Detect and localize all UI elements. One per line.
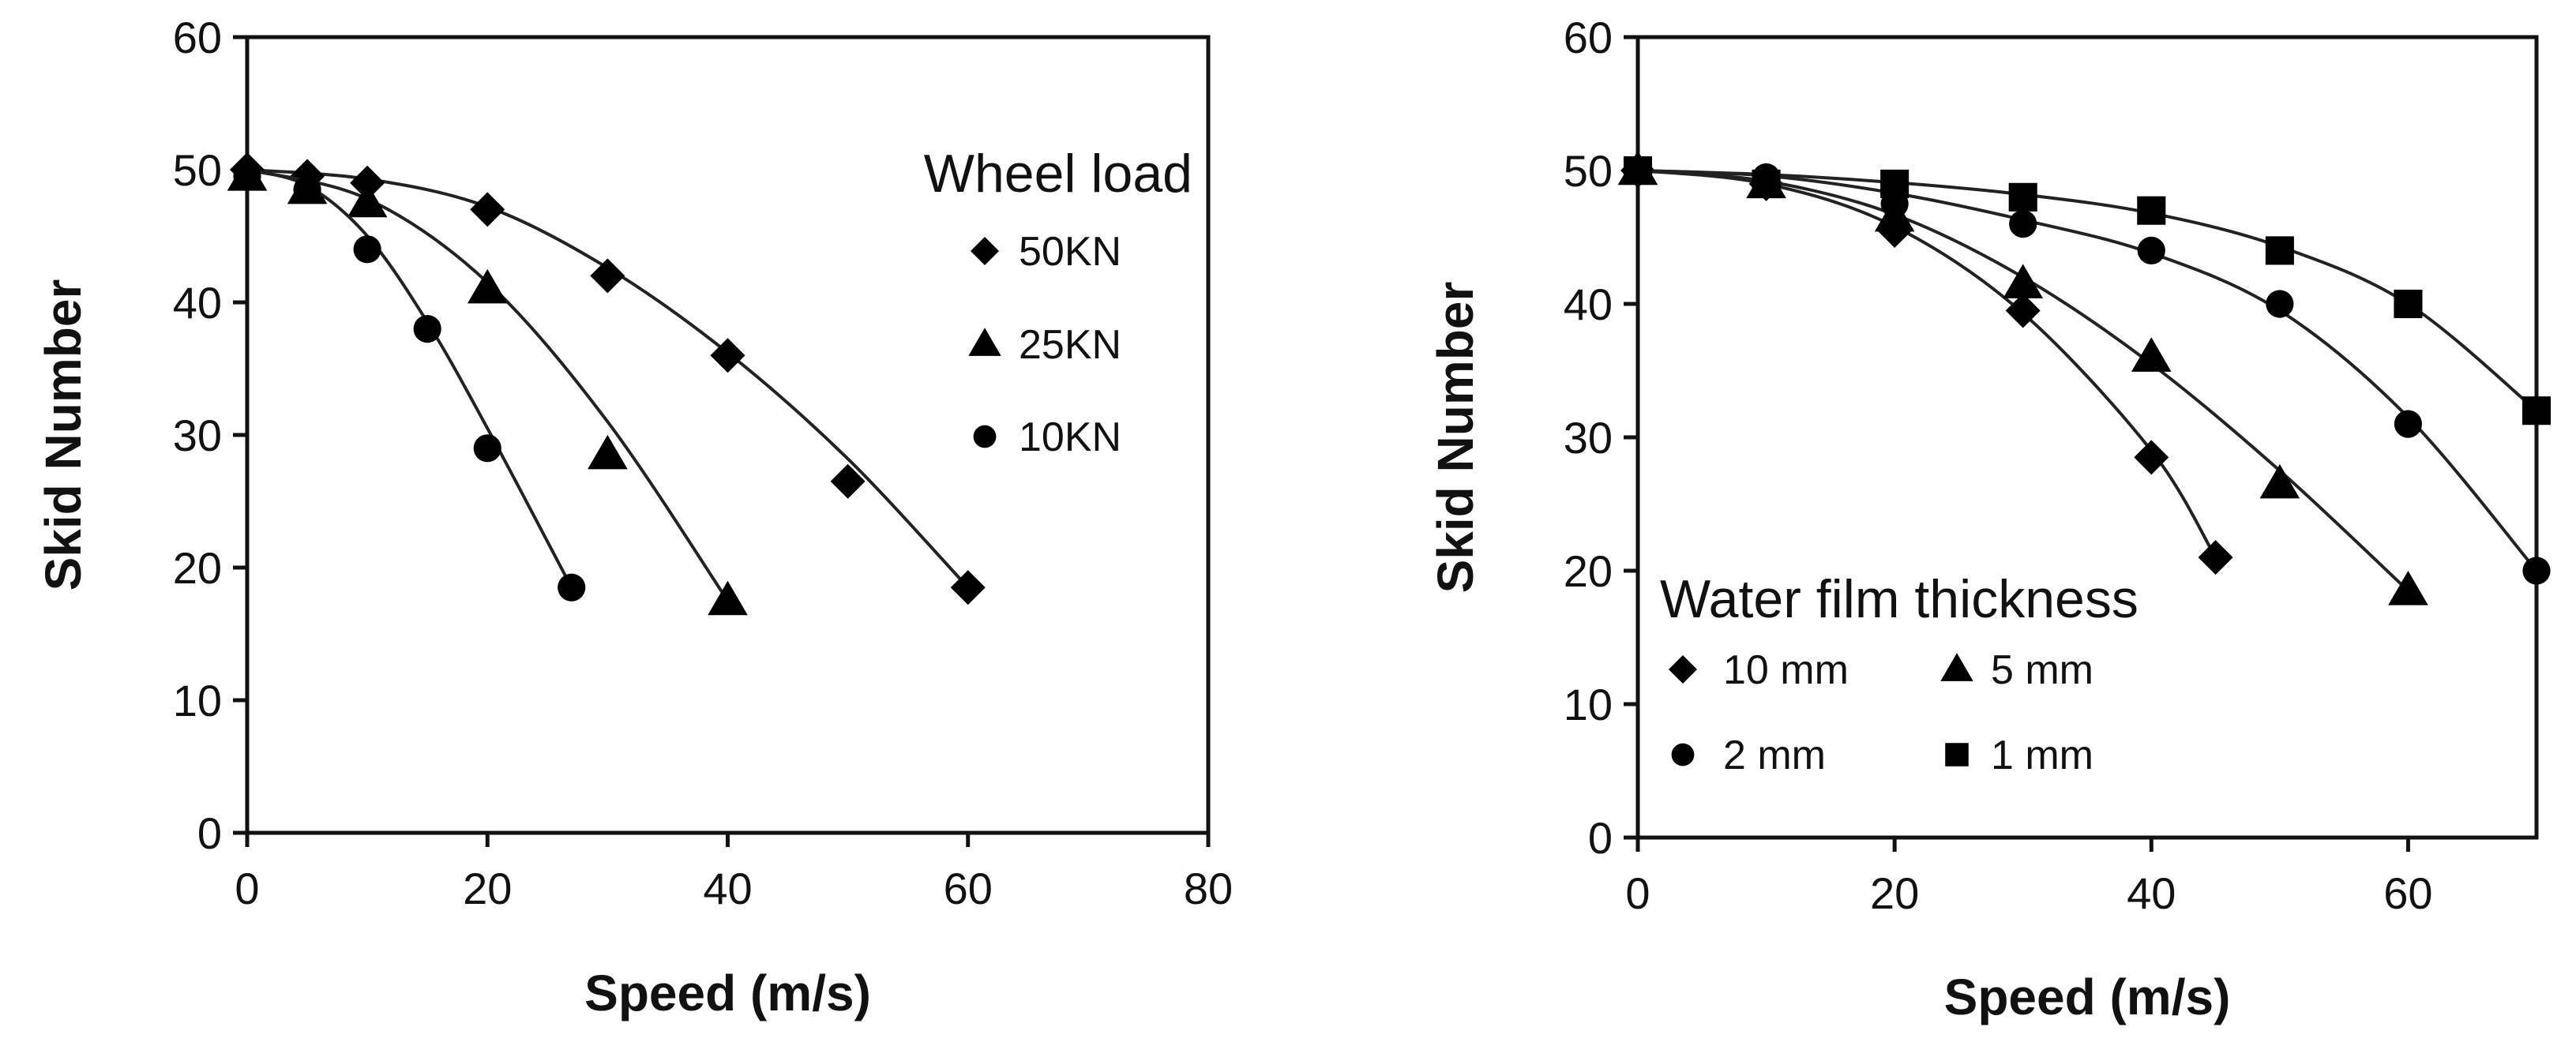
data-point: [590, 258, 625, 294]
chart-panel-1: 0 10 20 30 40 50 60 0 20 40 60 80 Speed (m/s) Skid Nu…: [35, 13, 1233, 1021]
data-point: [2137, 196, 2166, 225]
data-point: [830, 463, 866, 499]
data-point: [293, 175, 321, 204]
legend: Water film thickness 10 mm 5 mm 2 mm 1 mm: [1660, 569, 2139, 778]
trend-line: [246, 168, 970, 589]
plot-frame: [1635, 35, 2539, 840]
data-point: [470, 192, 505, 227]
data-point: [1752, 169, 1781, 198]
y-tick-label: 40: [1564, 279, 1613, 329]
data-point: [2005, 293, 2041, 328]
x-tick-label: 20: [1870, 868, 1919, 918]
y-tick-label: 30: [1564, 413, 1613, 463]
x-tick-label: 40: [2127, 868, 2176, 918]
y-axis-title: Skid Number: [1427, 282, 1484, 594]
data-point: [2522, 557, 2551, 585]
data-point: [233, 162, 261, 190]
data-point: [2131, 337, 2172, 372]
data-point: [347, 182, 388, 218]
data-point: [473, 434, 501, 463]
data-point: [2198, 540, 2233, 575]
legend-marker: [1940, 653, 1973, 681]
x-tick-label: 0: [1625, 868, 1650, 918]
legend-marker: [973, 425, 997, 448]
data-point: [2266, 290, 2294, 318]
trend-line: [246, 168, 573, 589]
data-point: [467, 268, 508, 304]
x-tick-label: 80: [1184, 864, 1233, 913]
y-tick-label: 30: [173, 410, 222, 460]
data-point: [2394, 410, 2423, 438]
y-tick-label: 60: [1564, 13, 1613, 62]
legend-label: 5 mm: [1991, 647, 2093, 693]
y-tick-label: 20: [173, 543, 222, 593]
x-tick-label: 20: [463, 864, 512, 913]
data-point: [2009, 210, 2037, 238]
legend-marker: [971, 237, 999, 265]
data-point: [2003, 264, 2044, 298]
series-1-mm: [1623, 156, 2552, 425]
series-50kn: [230, 152, 986, 605]
data-point: [1623, 156, 1653, 186]
legend-title: Wheel load: [924, 144, 1192, 204]
x-axis-title: Speed (m/s): [584, 965, 871, 1021]
data-point: [950, 570, 986, 605]
data-point: [1880, 169, 1909, 198]
data-point: [588, 434, 628, 470]
data-point: [2388, 571, 2428, 605]
data-point: [413, 315, 441, 343]
y-tick-label: 50: [173, 145, 222, 195]
data-point: [2008, 182, 2037, 212]
trend-line: [246, 168, 730, 602]
data-point: [2394, 289, 2423, 319]
data-point: [558, 573, 586, 602]
x-axis-title: Speed (m/s): [1944, 969, 2231, 1025]
y-tick-label: 60: [173, 13, 222, 62]
legend-marker: [968, 328, 1001, 356]
x-tick-label: 0: [235, 864, 259, 913]
legend-label: 25KN: [1019, 322, 1121, 368]
data-point: [2265, 236, 2294, 265]
y-axis-title: Skid Number: [35, 279, 92, 591]
data-point: [2137, 236, 2165, 264]
legend: Wheel load 50KN 25KN 10KN: [924, 144, 1192, 460]
legend-marker: [1669, 655, 1697, 684]
data-point: [710, 338, 745, 373]
y-tick-label: 40: [173, 278, 222, 328]
data-point: [708, 580, 748, 616]
y-tick-label: 20: [1564, 546, 1613, 596]
x-tick-label: 40: [703, 864, 752, 913]
x-tick-label: 60: [2383, 868, 2432, 918]
series-2-mm: [1624, 156, 2551, 585]
legend-marker: [1671, 743, 1695, 767]
y-tick-label: 0: [197, 808, 222, 858]
trend-line: [1637, 169, 2538, 572]
legend-title: Water film thickness: [1660, 569, 2139, 629]
data-point: [2259, 463, 2300, 499]
y-tick-label: 0: [1588, 813, 1613, 863]
data-point: [353, 235, 381, 264]
x-tick-label: 60: [944, 864, 993, 913]
legend-label: 2 mm: [1723, 733, 1826, 778]
data-point: [2134, 440, 2169, 475]
y-tick-label: 10: [1564, 680, 1613, 729]
series-10kn: [233, 162, 586, 602]
legend-label: 10 mm: [1723, 647, 1849, 693]
legend-label: 1 mm: [1991, 733, 2093, 778]
legend-marker: [1945, 743, 1969, 767]
chart-panel-2: 0 10 20 30 40 50 60 0 20 40 60 Speed (m/s) Skid Numb…: [1427, 13, 2552, 1025]
legend-label: 50KN: [1019, 229, 1121, 275]
data-point: [2522, 396, 2552, 425]
y-tick-label: 50: [1564, 146, 1613, 196]
y-tick-label: 10: [173, 676, 222, 725]
legend-label: 10KN: [1019, 414, 1121, 460]
